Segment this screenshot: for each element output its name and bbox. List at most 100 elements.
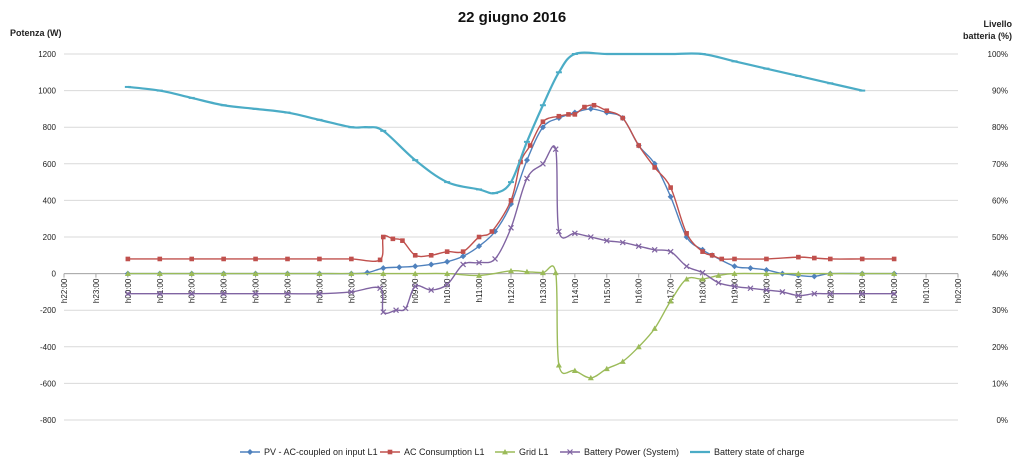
data-point bbox=[348, 270, 355, 276]
data-point bbox=[539, 124, 546, 131]
y-tick-label: 800 bbox=[43, 123, 57, 132]
data-point bbox=[220, 290, 227, 297]
data-point bbox=[827, 270, 834, 276]
data-point bbox=[796, 254, 801, 260]
x-tick-label: h22:00 bbox=[60, 278, 69, 303]
series-0 bbox=[124, 105, 898, 280]
x-tick-label: h00:00 bbox=[890, 278, 899, 303]
data-point bbox=[572, 112, 578, 117]
data-point bbox=[380, 309, 387, 315]
y2-tick-label: 70% bbox=[992, 160, 1008, 169]
legend-label: PV - AC-coupled on input L1 bbox=[264, 447, 378, 457]
data-point bbox=[540, 160, 546, 167]
data-point bbox=[284, 290, 291, 297]
series-1 bbox=[125, 102, 897, 263]
data-point bbox=[619, 239, 626, 246]
series-2 bbox=[124, 265, 898, 381]
data-point bbox=[555, 228, 562, 235]
data-point bbox=[460, 249, 466, 254]
y2-axis-title-line1: Livello bbox=[983, 19, 1012, 29]
data-point bbox=[380, 234, 386, 240]
data-point bbox=[667, 298, 674, 304]
y2-tick-label: 30% bbox=[992, 306, 1008, 315]
data-point bbox=[683, 263, 690, 270]
data-point bbox=[523, 268, 530, 275]
data-point bbox=[552, 269, 559, 276]
data-point bbox=[476, 234, 482, 240]
data-point bbox=[284, 270, 291, 276]
data-point bbox=[635, 243, 642, 250]
data-point bbox=[252, 270, 259, 276]
data-point bbox=[763, 287, 770, 293]
x-tick-label: h02:00 bbox=[954, 278, 963, 303]
data-point bbox=[412, 283, 419, 290]
data-point bbox=[556, 113, 562, 119]
x-tick-label: h14:00 bbox=[571, 278, 580, 303]
data-point bbox=[393, 307, 399, 314]
data-point bbox=[587, 374, 594, 381]
data-point bbox=[428, 253, 434, 258]
data-point bbox=[582, 104, 587, 110]
y-tick-label: -400 bbox=[40, 343, 57, 352]
data-point bbox=[719, 256, 725, 262]
x-tick-label: h23:00 bbox=[858, 278, 867, 303]
data-point bbox=[684, 231, 689, 236]
data-point bbox=[700, 249, 705, 254]
data-point bbox=[636, 143, 642, 148]
x-tick-label: h15:00 bbox=[603, 278, 612, 303]
data-point bbox=[603, 237, 610, 244]
y-tick-label: -200 bbox=[40, 306, 57, 315]
data-point bbox=[252, 290, 259, 297]
data-point bbox=[527, 143, 533, 148]
data-point bbox=[221, 256, 226, 262]
data-point bbox=[827, 290, 834, 297]
y-tick-label: 1200 bbox=[38, 50, 56, 59]
y2-tick-label: 20% bbox=[992, 343, 1008, 352]
data-point bbox=[253, 256, 258, 262]
x-tick-label: h11:00 bbox=[475, 278, 484, 302]
series-3 bbox=[124, 145, 898, 315]
data-point bbox=[795, 292, 802, 299]
y2-tick-label: 60% bbox=[992, 196, 1008, 205]
data-point bbox=[476, 272, 483, 278]
data-point bbox=[603, 365, 610, 372]
data-point bbox=[891, 290, 898, 297]
data-point bbox=[412, 270, 419, 276]
series-line bbox=[127, 108, 895, 278]
data-point bbox=[156, 270, 163, 276]
data-point bbox=[188, 270, 195, 276]
data-point bbox=[635, 343, 642, 350]
data-point bbox=[502, 449, 508, 455]
y2-tick-label: 40% bbox=[992, 270, 1008, 279]
data-point bbox=[652, 165, 657, 170]
data-point bbox=[412, 263, 419, 270]
data-point bbox=[492, 256, 498, 262]
data-point bbox=[189, 256, 195, 262]
data-point bbox=[859, 270, 866, 276]
data-point bbox=[859, 290, 866, 297]
data-point bbox=[709, 253, 715, 258]
y2-tick-label: 0% bbox=[996, 416, 1008, 425]
x-tick-label: h05:00 bbox=[284, 278, 293, 303]
data-point bbox=[444, 281, 451, 288]
data-point bbox=[188, 290, 195, 297]
data-point bbox=[555, 362, 562, 368]
data-point bbox=[812, 255, 817, 261]
data-point bbox=[476, 259, 482, 266]
chart-title: 22 giugno 2016 bbox=[458, 9, 566, 26]
data-point bbox=[444, 249, 450, 254]
data-point bbox=[668, 185, 673, 190]
data-point bbox=[763, 266, 770, 273]
data-point bbox=[731, 270, 738, 276]
data-point bbox=[699, 269, 706, 276]
data-point bbox=[348, 288, 355, 295]
y-tick-label: -600 bbox=[40, 379, 57, 388]
data-point bbox=[552, 146, 559, 153]
gridlines bbox=[64, 53, 958, 421]
data-point bbox=[316, 290, 323, 297]
legend-label: Grid L1 bbox=[519, 447, 549, 457]
data-point bbox=[364, 269, 371, 276]
y2-axis-title-line2: batteria (%) bbox=[963, 31, 1012, 41]
